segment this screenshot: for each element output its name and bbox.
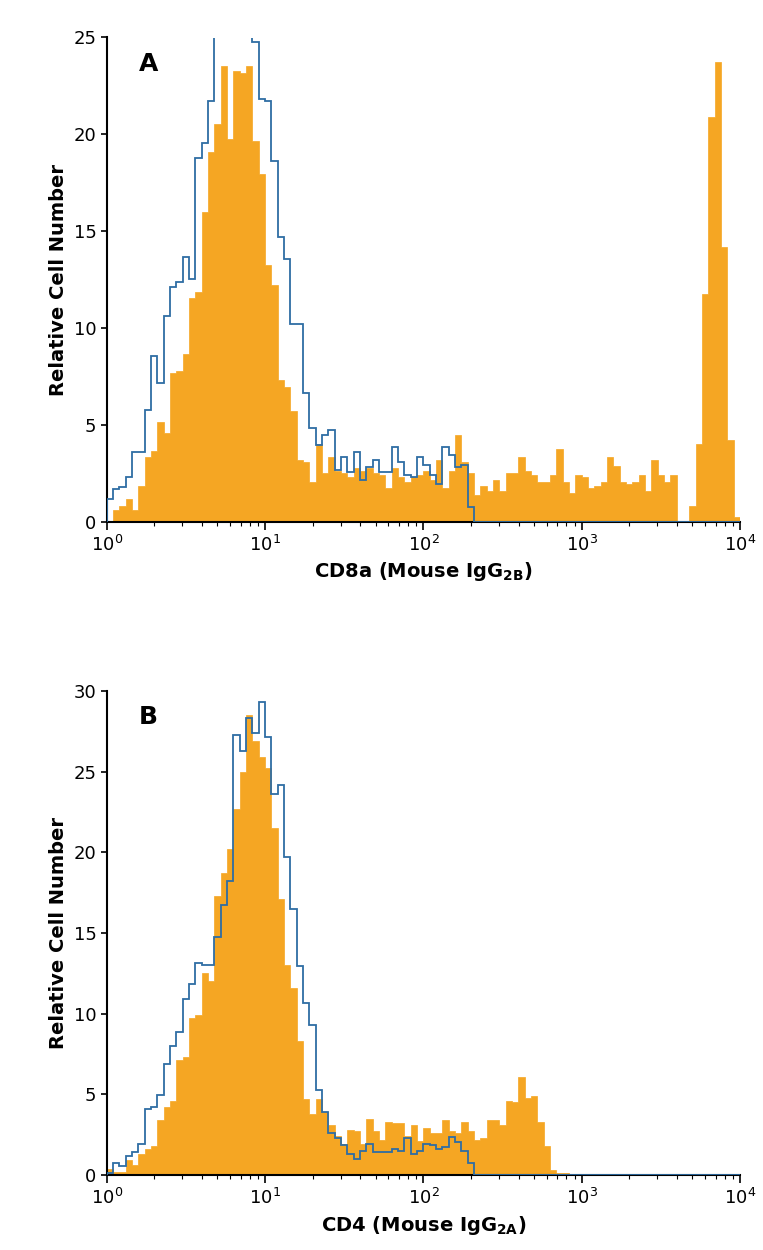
Text: B: B bbox=[139, 705, 157, 730]
X-axis label: CD8a (Mouse IgG$_\mathregular{2B}$): CD8a (Mouse IgG$_\mathregular{2B}$) bbox=[314, 560, 533, 584]
Y-axis label: Relative Cell Number: Relative Cell Number bbox=[49, 164, 68, 395]
Text: A: A bbox=[139, 52, 158, 76]
X-axis label: CD4 (Mouse IgG$_\mathregular{2A}$): CD4 (Mouse IgG$_\mathregular{2A}$) bbox=[320, 1214, 526, 1236]
Y-axis label: Relative Cell Number: Relative Cell Number bbox=[49, 818, 68, 1049]
